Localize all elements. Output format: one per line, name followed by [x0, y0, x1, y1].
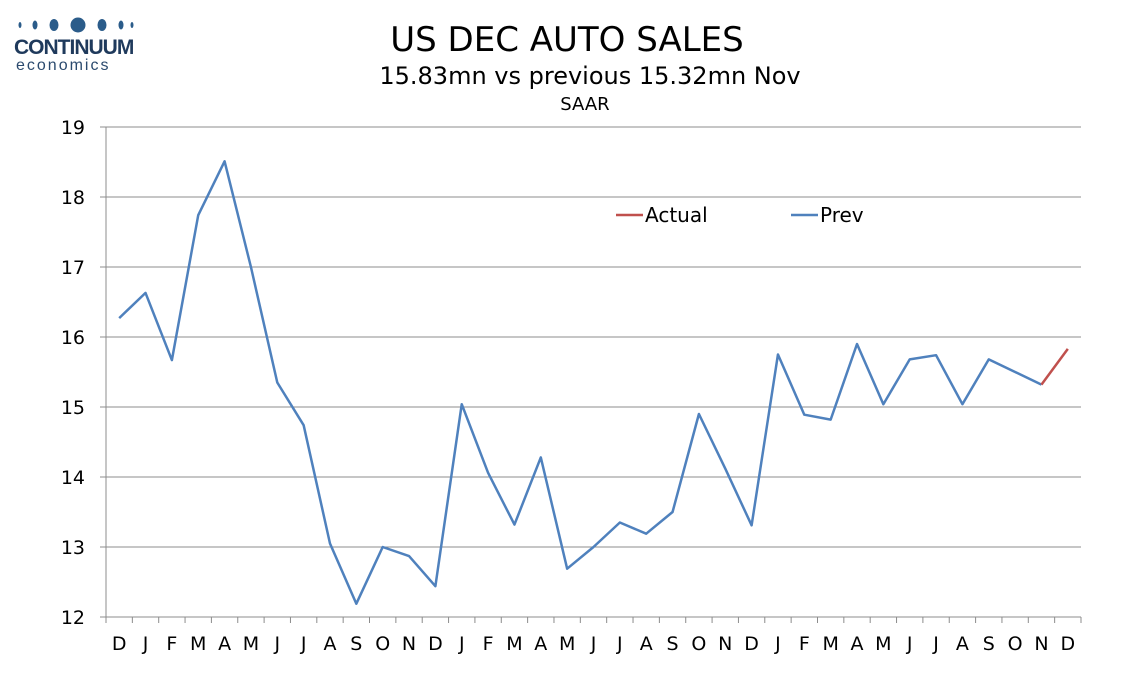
legend-label-prev: Prev: [820, 203, 864, 227]
y-axis-ticks: 12 13 14 15 16 17 18 19: [61, 117, 106, 629]
x-tick-label: D: [112, 633, 127, 655]
series-line-actual: [1040, 348, 1069, 386]
x-tick-label: M: [190, 633, 206, 655]
x-tick-label: A: [851, 633, 864, 655]
series-line-prev: [118, 160, 1043, 605]
x-tick-label: D: [744, 633, 759, 655]
x-tick-label: J: [300, 633, 307, 655]
x-tick-label: A: [640, 633, 653, 655]
x-tick-label: A: [956, 633, 969, 655]
x-tick-label: O: [375, 633, 390, 655]
x-tick-label: F: [483, 633, 494, 655]
x-tick-label: A: [218, 633, 231, 655]
x-tick-label: O: [691, 633, 706, 655]
y-tick-label: 14: [61, 467, 85, 489]
y-tick-label: 18: [61, 187, 85, 209]
x-tick-label: J: [458, 633, 465, 655]
chart-title: US DEC AUTO SALES: [390, 20, 744, 60]
x-tick-label: J: [932, 633, 939, 655]
company-logo: CONTINUUM economics: [10, 14, 140, 76]
y-tick-label: 12: [61, 607, 85, 629]
x-tick-label: J: [616, 633, 623, 655]
y-tick-label: 16: [61, 327, 85, 349]
logo-name: CONTINUUM: [14, 36, 134, 59]
x-tick-label: M: [243, 633, 259, 655]
y-tick-label: 19: [61, 117, 85, 139]
legend: Actual Prev: [616, 203, 864, 227]
x-tick-label: J: [906, 633, 913, 655]
x-tick-label: J: [273, 633, 280, 655]
x-tick-label: D: [428, 633, 443, 655]
x-tick-label: M: [875, 633, 891, 655]
logo-dots-icon: [18, 17, 134, 33]
x-tick-label: F: [799, 633, 810, 655]
legend-label-actual: Actual: [645, 203, 708, 227]
x-tick-label: S: [350, 633, 362, 655]
x-tick-label: M: [506, 633, 522, 655]
x-tick-label: J: [774, 633, 781, 655]
x-tick-label: D: [1061, 633, 1076, 655]
chart-subtitle: 15.83mn vs previous 15.32mn Nov: [379, 62, 801, 90]
x-tick-label: O: [1008, 633, 1023, 655]
logo-subtitle: economics: [16, 57, 111, 74]
x-tick-label: M: [822, 633, 838, 655]
x-tick-label: N: [1034, 633, 1048, 655]
y-tick-label: 13: [61, 537, 85, 559]
y-tick-label: 15: [61, 397, 85, 419]
x-tick-label: S: [983, 633, 995, 655]
chart-unit-label: SAAR: [560, 94, 610, 115]
x-tick-label: A: [534, 633, 547, 655]
x-tick-label: S: [667, 633, 679, 655]
axes: [105, 127, 1081, 618]
x-tick-label: F: [166, 633, 177, 655]
x-tick-label: J: [142, 633, 149, 655]
x-tick-label: J: [590, 633, 597, 655]
gridlines: [106, 126, 1081, 548]
x-tick-label: N: [402, 633, 416, 655]
x-tick-label: N: [718, 633, 732, 655]
x-tick-label: M: [559, 633, 575, 655]
series-lines: [118, 160, 1069, 605]
y-tick-label: 17: [61, 257, 85, 279]
x-tick-label: A: [323, 633, 336, 655]
